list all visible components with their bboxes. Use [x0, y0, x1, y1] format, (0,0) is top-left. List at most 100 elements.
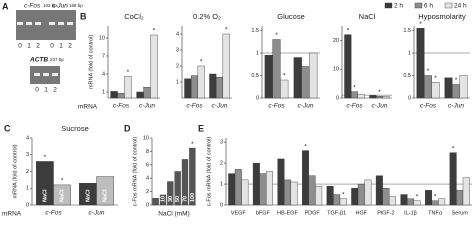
x-tick-label: c-Fos	[346, 103, 363, 110]
bar	[375, 175, 383, 206]
bar	[424, 75, 432, 99]
bar	[382, 188, 390, 206]
bar	[143, 86, 151, 99]
bar	[36, 161, 54, 206]
y-tick-label: 0	[408, 95, 411, 101]
x-tick-label: PlGF-2	[377, 210, 394, 216]
bar	[425, 190, 433, 206]
bar	[456, 190, 464, 206]
y-tick-label: 20	[333, 38, 339, 44]
bar	[407, 198, 414, 206]
bar	[333, 194, 341, 206]
bar	[315, 185, 323, 206]
y-tick-label: 1	[408, 50, 411, 56]
x-tick-label: 30	[168, 196, 174, 202]
y-tick-label: 1	[256, 50, 259, 56]
y-tick-label: 2	[26, 169, 29, 175]
y-tick-label: 1.5	[403, 28, 411, 34]
bar	[152, 198, 159, 206]
x-tick-label: 10	[160, 196, 166, 202]
y-tick-label: 10	[99, 35, 105, 41]
panel-label: C	[4, 123, 11, 133]
y-tick-label: 7	[102, 53, 105, 59]
bar	[431, 200, 439, 206]
band	[34, 73, 40, 76]
significance-mark: *	[225, 27, 228, 34]
x-tick-label: PDGF	[304, 210, 320, 216]
bar	[344, 34, 352, 99]
y-tick-label: 3	[220, 140, 223, 146]
bar-label: NaCl	[103, 189, 109, 202]
y-tick-label: 4	[146, 176, 149, 182]
significance-mark: *	[342, 191, 345, 198]
bar	[339, 198, 347, 206]
y-tick-label: 10	[333, 67, 339, 73]
bar	[96, 176, 114, 206]
band	[43, 73, 49, 76]
y-axis-label: c-Fos mRNA (fold of control)	[206, 137, 212, 207]
bar	[209, 73, 217, 99]
bar	[400, 194, 408, 206]
bar	[351, 188, 359, 206]
x-tick-label: HGF	[355, 210, 367, 216]
bar	[174, 171, 181, 206]
band-size: 168 bp	[69, 3, 83, 8]
band-size: 237 bp	[50, 57, 64, 62]
y-tick-label: 3	[176, 47, 179, 53]
lane-label: 2	[36, 43, 40, 50]
y-tick-label: 2	[176, 63, 179, 69]
lane-label: 0	[35, 87, 39, 94]
x-axis-label: NaCl (mM)	[158, 211, 189, 218]
bar	[53, 184, 71, 206]
bar	[382, 96, 390, 99]
bar	[280, 79, 289, 99]
y-tick-label: 8	[146, 149, 149, 155]
band	[58, 22, 64, 25]
bar	[189, 147, 196, 206]
bar	[228, 173, 236, 206]
bar	[309, 52, 318, 99]
significance-mark: *	[378, 89, 381, 96]
row-label: mRNA	[78, 104, 98, 111]
y-tick-label: 1	[26, 186, 29, 192]
bar	[252, 162, 260, 206]
band	[17, 22, 23, 25]
significance-mark: *	[434, 194, 437, 201]
bar	[350, 91, 359, 99]
significance-mark: *	[275, 32, 278, 39]
y-tick-label: 6	[146, 162, 149, 168]
panel-label: B	[80, 11, 87, 21]
bar-label: NaCl	[42, 189, 48, 202]
band	[67, 22, 73, 25]
x-tick-label: c-Jun	[372, 103, 388, 110]
bar	[416, 28, 425, 99]
bar	[449, 152, 457, 206]
lane-label: 1	[44, 87, 48, 94]
bar	[117, 92, 125, 99]
gene-label: ACTB	[29, 57, 48, 64]
bar	[167, 181, 174, 206]
significance-mark: *	[283, 73, 286, 80]
significance-mark: *	[427, 68, 430, 75]
y-tick-label: 0	[256, 95, 259, 101]
y-tick-label: 1.5	[251, 28, 259, 34]
bar	[184, 78, 192, 99]
significance-mark: *	[434, 75, 437, 82]
y-tick-label: 0	[220, 202, 223, 208]
bar	[308, 175, 316, 206]
bar	[136, 91, 144, 99]
bar	[277, 158, 285, 206]
gene-label: c-Fos	[24, 3, 41, 10]
chart-title: NaCl	[359, 12, 376, 21]
x-tick-label: 70	[182, 196, 188, 202]
x-tick-label: HB-EGF	[277, 210, 298, 216]
legend-swatch	[384, 2, 393, 9]
lane-label: 2	[68, 43, 72, 50]
bar	[431, 82, 440, 99]
bar	[452, 84, 460, 99]
x-tick-label: TGF-β1	[327, 210, 346, 216]
significance-mark: *	[153, 28, 156, 35]
x-tick-label: c-Fos	[45, 210, 62, 217]
bar-label: NaCl	[85, 189, 91, 202]
bar	[272, 39, 281, 99]
